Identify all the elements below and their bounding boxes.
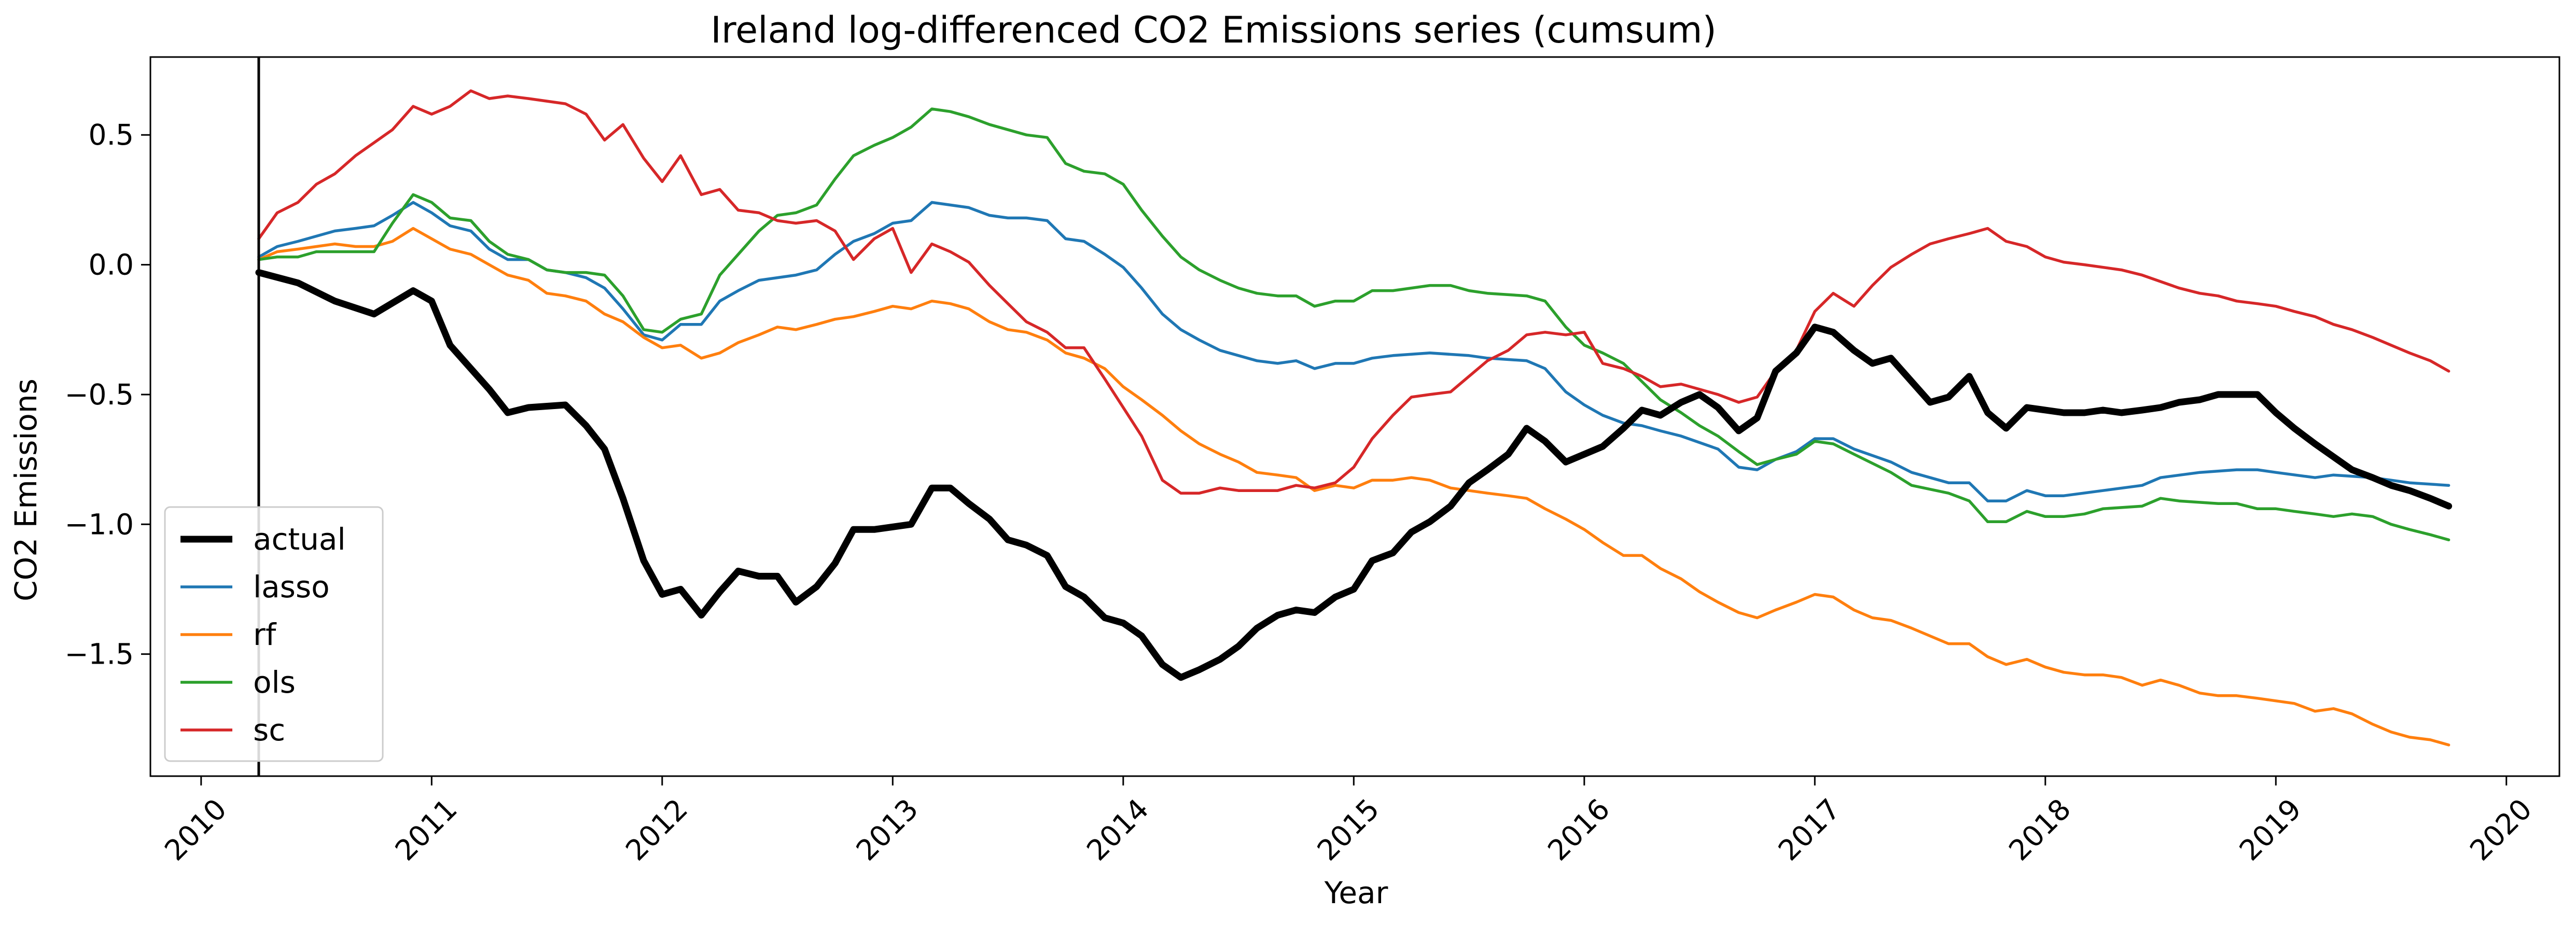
y-tick-label: −1.5 [64,638,134,671]
y-tick-label: −1.0 [64,508,134,541]
y-axis-label: CO2 Emissions [8,378,44,601]
series-line-ols [257,107,2450,542]
legend-label-ols: ols [253,665,296,700]
legend-label-rf: rf [253,617,277,652]
x-axis-label: Year [1324,875,1388,910]
series-line-actual [255,269,2453,681]
chart-title: Ireland log-differenced CO2 Emissions se… [711,9,1717,51]
plot-area [149,56,2560,777]
series-line-rf [257,227,2450,747]
legend-label-actual: actual [253,522,346,557]
y-tick-label: 0.5 [89,118,134,151]
y-axis: 0.5 0.0 −0.5 −1.0 −1.5 [64,118,150,671]
y-tick-label: −0.5 [64,378,134,411]
legend-label-lasso: lasso [253,569,330,605]
legend-box [164,506,384,762]
axes-frame [149,56,2560,777]
legend: actual lasso rf ols sc [164,506,384,762]
series-line-sc [257,89,2450,495]
legend-label-sc: sc [253,712,285,748]
y-tick-label: 0.0 [89,248,134,282]
series-line-lasso [257,201,2450,502]
